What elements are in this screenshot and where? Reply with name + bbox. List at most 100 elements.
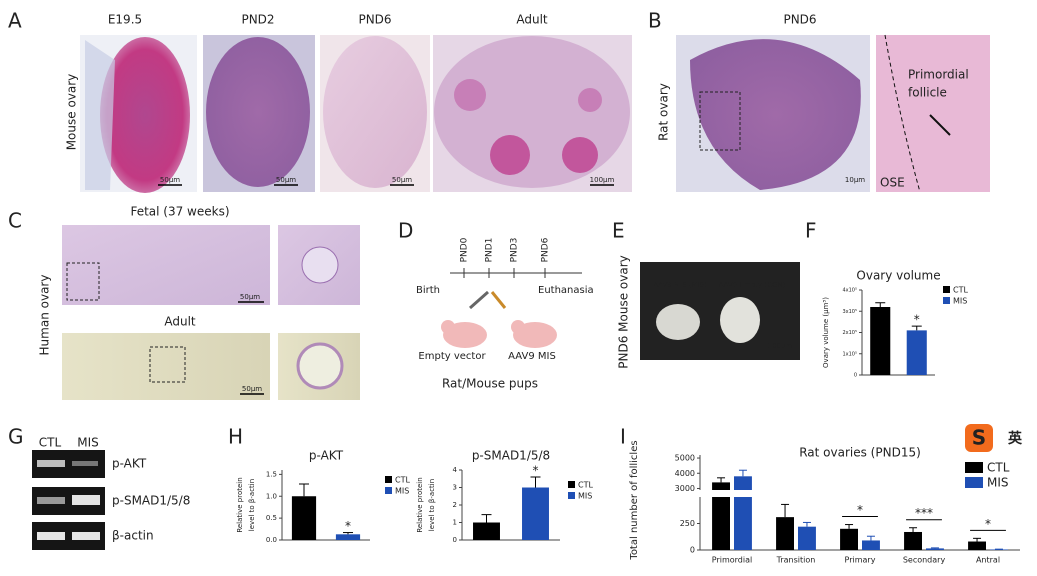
label: Human ovary [38,275,52,356]
label: 2 [453,501,457,509]
label: follicle [908,86,947,100]
label: * [345,519,351,533]
legend-swatch [568,492,575,499]
label: PND3 [510,238,520,263]
label: H [228,425,243,449]
legend-swatch [943,297,950,304]
bar [734,476,752,490]
label: Primary [845,556,876,565]
label: 0.5 [266,514,277,522]
label: 50μm [242,385,262,393]
label: * [914,313,920,327]
label: 10μm [845,176,865,184]
label: 1x10⁵ [842,351,857,357]
bar [906,330,927,375]
label: I [620,425,626,449]
label: B [648,9,662,33]
label: PND6 [783,13,816,27]
micrographs-a [62,34,990,400]
label: 2x10⁵ [842,330,857,336]
label: 3x10⁵ [842,309,857,315]
mouse-illustration [441,272,582,348]
label: AAV9 MIS (MIS) [653,281,707,289]
bar [734,497,752,550]
label: Ovary volume (μm³) [822,297,830,368]
label: Adult [164,315,196,329]
bar [990,549,1008,550]
label: 4000 [675,469,695,478]
label: p-AKT [112,457,147,471]
label: Transition [776,556,816,565]
label: 0 [854,373,857,379]
label: MIS [77,436,99,450]
bar [776,517,794,550]
label: 50μm [240,293,260,301]
label: PND1 [485,238,495,263]
bar [926,548,944,550]
bar [904,531,922,550]
label: Birth [416,285,440,296]
legend-swatch [568,481,575,488]
label: * [533,464,539,478]
label: Antral [976,556,1000,565]
label: Rat/Mouse pups [442,377,538,391]
label: Rat ovary [657,83,671,141]
label: 3000 [675,484,695,493]
western-blots [32,450,105,550]
label: CTL [987,461,1010,475]
label: 100μm [768,342,793,350]
label: S [972,426,986,450]
label: p-SMAD1/5/8 [472,449,550,463]
label: F [805,219,817,243]
bar [870,307,891,375]
legend-swatch [385,487,392,494]
label: * [857,503,863,517]
label: Adult [516,13,548,27]
label: 1 [453,519,457,527]
label: MIS [987,476,1009,490]
bar [522,487,549,540]
label: 250 [680,519,695,528]
legend-swatch [965,477,983,488]
label: 0 [453,536,457,544]
label: Primordial [908,68,969,82]
ovary-photo [656,304,700,340]
legend-swatch [385,476,392,483]
label: 4x10⁵ [842,288,857,294]
label: *** [915,506,933,520]
label: AAV9 Empty (CON) [719,281,786,289]
ime-badge [965,424,993,452]
label: Mouse ovary [65,74,79,151]
bar [968,541,986,550]
label: β-actin [112,529,154,543]
label: 50μm [160,176,180,184]
label: CTL [39,436,62,450]
label: C [8,209,22,233]
label: Fetal (37 weeks) [130,205,229,219]
label: PND6 [358,13,391,27]
ovary-photo [720,297,760,343]
label: level to β-actin [428,479,436,531]
bar [798,526,816,550]
label: 3 [453,484,457,492]
label: CTL [578,481,593,490]
label: Empty vector [418,351,486,362]
label: 英 [1007,430,1023,447]
label: Relative protein [416,477,424,532]
label: MIS [953,297,967,306]
bar [862,540,880,550]
label: Relative protein [236,477,244,532]
legend-swatch [943,286,950,293]
label: PND6 Mouse ovary [617,255,631,368]
bar [291,496,317,540]
label: 0 [690,546,695,555]
label: 50μm [392,176,412,184]
label: Secondary [903,556,946,565]
label: E19.5 [108,13,142,27]
label: 1.0 [266,492,277,500]
label: Rat ovaries (PND15) [799,446,921,460]
label: CTL [395,476,410,485]
bar [840,528,858,550]
label: PND0 [460,237,470,262]
